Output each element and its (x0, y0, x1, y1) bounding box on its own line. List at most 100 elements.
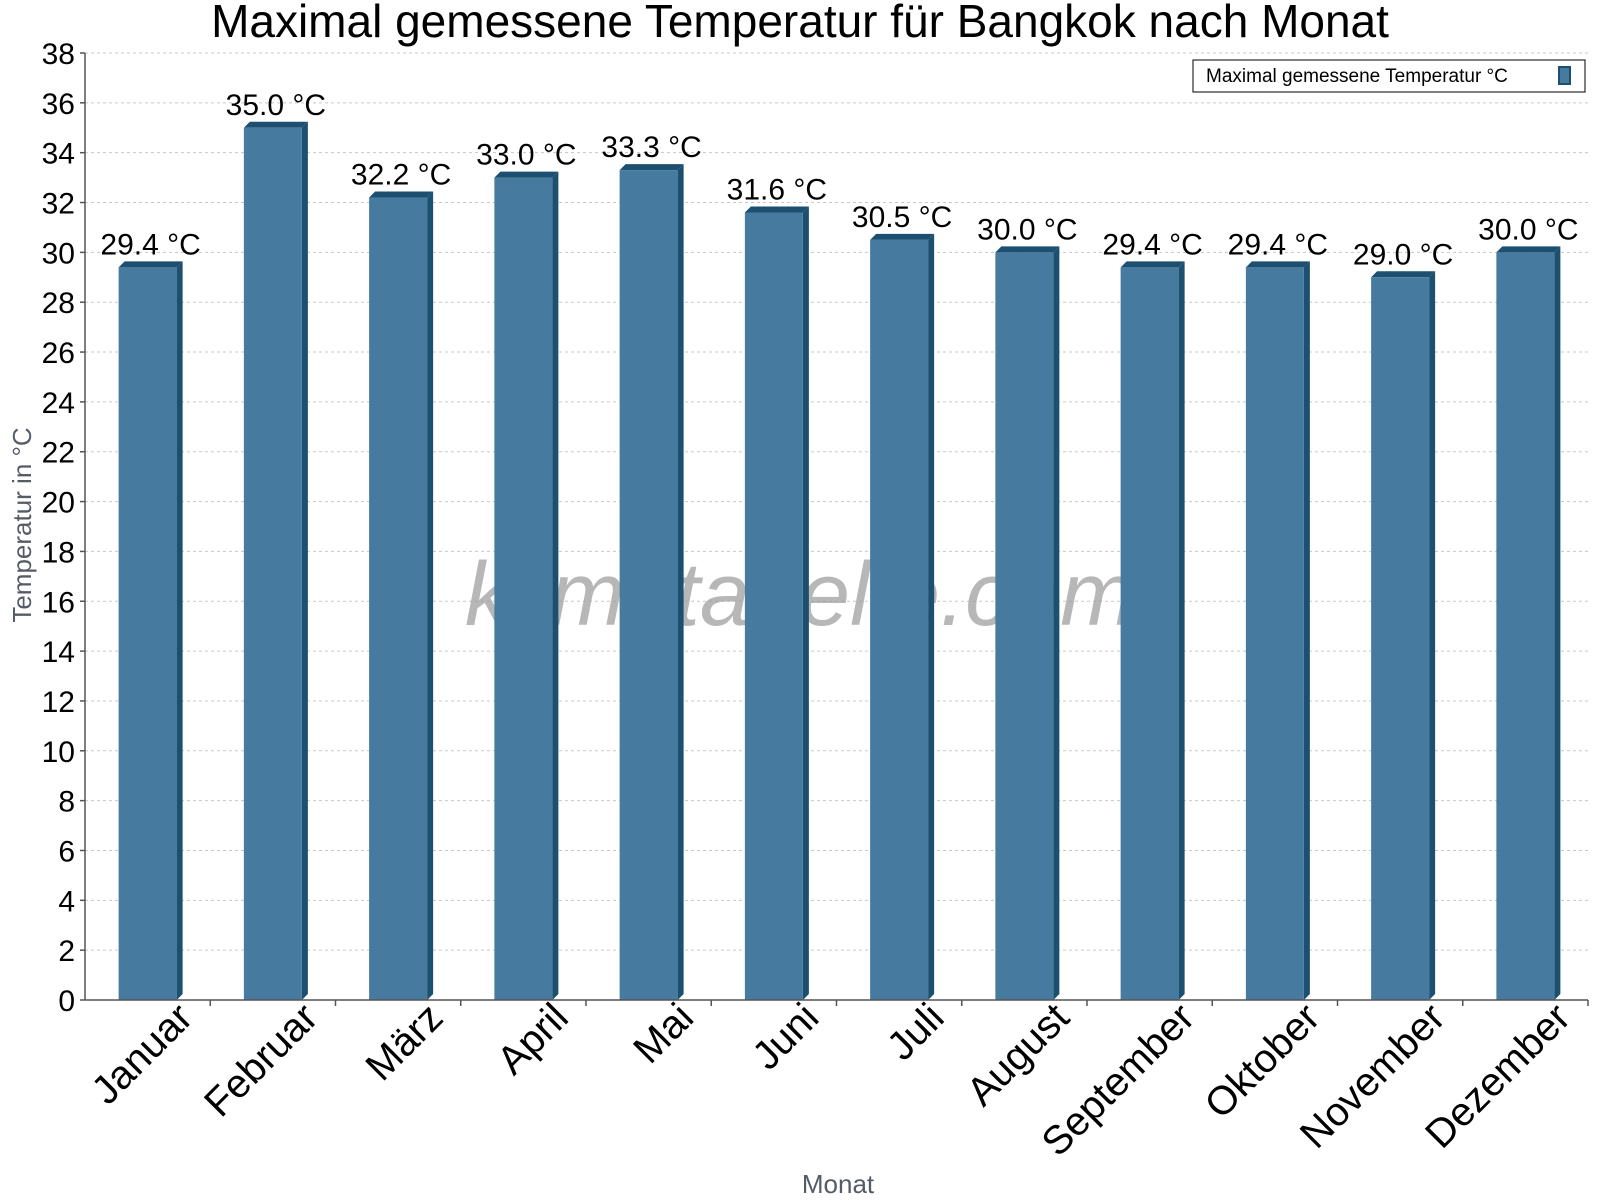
bar-top (1120, 261, 1185, 268)
bar-front (619, 170, 678, 1000)
bar (1371, 271, 1436, 1001)
bar (744, 206, 809, 1000)
y-tick-label: 24 (42, 387, 75, 420)
data-label: 31.6 °C (727, 173, 827, 206)
bar-front (1245, 267, 1304, 1000)
legend: Maximal gemessene Temperatur °C (1192, 59, 1586, 93)
y-tick-label: 18 (42, 536, 75, 569)
bar-front (243, 127, 302, 1000)
axes (80, 52, 1589, 1006)
bar-side (1303, 261, 1310, 1000)
bar (369, 191, 434, 1000)
bar-side (176, 261, 183, 1000)
bar-top (494, 171, 559, 178)
bar-top (369, 191, 434, 198)
y-tick-label: 28 (42, 287, 75, 320)
x-tick-label: Juni (744, 995, 827, 1078)
bar (243, 121, 308, 1000)
bar-top (1245, 261, 1310, 268)
y-tick-label: 32 (42, 188, 75, 221)
y-tick-label: 22 (42, 437, 75, 470)
x-tick-label: Februar (196, 995, 326, 1125)
y-tick-label: 2 (58, 935, 75, 968)
data-label: 30.5 °C (852, 201, 952, 234)
bars (118, 121, 1561, 1001)
bar-front (494, 177, 553, 1000)
bar-side (552, 171, 559, 1000)
y-tick-label: 8 (58, 786, 75, 819)
x-axis-label: Monat (802, 1169, 875, 1199)
data-label: 33.3 °C (601, 131, 701, 164)
bar-side (1178, 261, 1185, 1000)
y-tick-label: 12 (42, 686, 75, 719)
x-tick-label: Juli (879, 995, 953, 1069)
y-tick-label: 34 (42, 138, 75, 171)
y-tick-label: 4 (58, 885, 75, 918)
bar (619, 164, 684, 1000)
bar-side (1053, 246, 1060, 1001)
data-labels: 29.4 °C 35.0 °C 32.2 °C 33.0 °C 33.3 °C 31.6 … (100, 89, 1578, 272)
bar-front (1120, 267, 1179, 1000)
bar-side (928, 233, 935, 1000)
bar-side (427, 191, 434, 1000)
data-label: 29.0 °C (1353, 238, 1453, 271)
x-tick-label: Mai (625, 995, 702, 1072)
data-label: 32.2 °C (351, 159, 451, 192)
bar-top (619, 164, 684, 171)
bar-front (118, 267, 177, 1000)
bar-front (744, 212, 803, 1000)
bar-side (677, 164, 684, 1000)
x-tick-label: Januar (83, 995, 201, 1113)
y-tick-label: 0 (58, 985, 75, 1018)
y-tick-label: 20 (42, 487, 75, 520)
bar-front (870, 239, 929, 1000)
data-label: 29.4 °C (100, 228, 200, 261)
data-label: 33.0 °C (476, 139, 576, 172)
data-label: 30.0 °C (977, 213, 1077, 246)
bar-side (301, 121, 308, 1000)
bar-top (1496, 246, 1561, 253)
bar-top (995, 246, 1060, 253)
bar-top (870, 233, 935, 240)
data-label: 35.0 °C (226, 89, 326, 122)
x-tick-label: April (489, 995, 577, 1083)
legend-swatch (1558, 66, 1571, 85)
bar-top (1371, 271, 1436, 278)
bar-front (995, 252, 1054, 1001)
legend-box (1192, 59, 1586, 93)
chart-title: Maximal gemessene Temperatur für Bangkok… (211, 0, 1389, 47)
y-tick-label: 30 (42, 237, 75, 270)
bar (1496, 246, 1561, 1001)
bar-top (243, 121, 308, 128)
bar (870, 233, 935, 1000)
y-tick-label: 26 (42, 337, 75, 370)
data-label: 29.4 °C (1102, 228, 1202, 261)
y-axis-label: Temperatur in °C (7, 427, 37, 622)
bar (1245, 261, 1310, 1000)
bar (1120, 261, 1185, 1000)
bar-front (1371, 277, 1430, 1001)
legend-label: Maximal gemessene Temperatur °C (1206, 66, 1508, 87)
y-tick-label: 36 (42, 88, 75, 121)
bar (118, 261, 183, 1000)
bar (995, 246, 1060, 1001)
bar-top (118, 261, 183, 268)
x-tick-label: August (959, 995, 1078, 1114)
bar-side (802, 206, 809, 1000)
data-label: 30.0 °C (1478, 213, 1578, 246)
bar-front (1496, 252, 1555, 1001)
y-tick-label: 16 (42, 586, 75, 619)
y-tick-label: 14 (42, 636, 75, 669)
y-tick-label: 10 (42, 736, 75, 769)
y-tick-label: 6 (58, 835, 75, 868)
bar-top (744, 206, 809, 213)
x-tick-label: März (358, 995, 452, 1089)
grid-lines (85, 52, 1588, 951)
bar-front (369, 197, 428, 1000)
bar (494, 171, 559, 1000)
bar-side (1429, 271, 1436, 1001)
x-tick-label: Oktober (1197, 995, 1329, 1127)
